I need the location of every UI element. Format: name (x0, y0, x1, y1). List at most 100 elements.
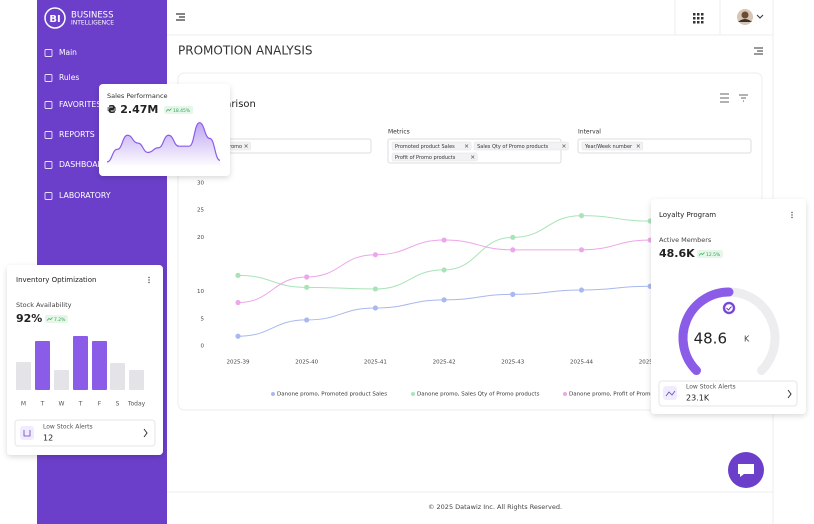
chevron (143, 428, 148, 438)
x-tick-label: S (116, 401, 120, 408)
menu-item[interactable]: Main (59, 48, 77, 57)
menu-item[interactable]: REPORTS (59, 130, 95, 139)
x-tick-label: M (21, 401, 26, 408)
menu-item[interactable]: Rules (59, 73, 79, 82)
kpi-value: 92% (16, 312, 42, 325)
point (578, 287, 585, 293)
chip-remove[interactable] (636, 144, 641, 148)
gauge-unit: K (744, 335, 750, 344)
x-tick-label: 2025-40 (295, 360, 318, 366)
point (578, 213, 585, 219)
chip-text: Promoted product Sales (395, 144, 455, 150)
bar (73, 336, 88, 390)
y-tick-label: 20 (197, 235, 204, 241)
point (510, 247, 516, 253)
page-menu-icon[interactable] (754, 47, 763, 55)
x-tick-label: T (78, 401, 83, 408)
chip (391, 152, 478, 162)
chip-text: Profit of Promo products (395, 155, 456, 161)
chip-remove[interactable] (464, 144, 469, 148)
sparkline (106, 122, 221, 163)
card-tools[interactable] (720, 93, 748, 103)
y-tick-label: 0 (201, 344, 205, 350)
point (235, 272, 241, 278)
trend-icon (165, 108, 172, 112)
more-icon[interactable] (148, 276, 150, 279)
gauge-value: 48.6 (694, 330, 727, 348)
more-icon[interactable] (148, 281, 150, 284)
logo-badge (44, 7, 66, 29)
more-icon[interactable] (148, 279, 150, 281)
menu-item[interactable]: DASHBOARD (59, 160, 109, 169)
x-tick-label: 2025-39 (227, 360, 250, 366)
x-tick-label: 2025-44 (570, 360, 593, 366)
bar (54, 370, 69, 390)
menu-item[interactable]: FAVORITES (59, 100, 101, 109)
filter-label: Interval (578, 129, 601, 136)
y-tick-label: 5 (201, 316, 205, 322)
x-tick-label: 2025-43 (501, 360, 524, 366)
logo: BI (49, 14, 60, 25)
point (304, 317, 310, 323)
point (510, 291, 516, 297)
menu-icon (44, 101, 53, 109)
trend-icon (46, 317, 53, 321)
alert-box[interactable] (14, 419, 156, 447)
legend-dot (271, 392, 275, 396)
alert-glyph (665, 390, 676, 397)
legend-label: Danone promo, Promoted product Sales (277, 392, 387, 398)
menu-icon (44, 161, 53, 169)
legend-label: Danone promo, Profit of Promo products (569, 392, 680, 398)
badge-text: 18.45% (173, 108, 191, 114)
chip-remove[interactable] (244, 144, 248, 148)
bar (110, 363, 125, 390)
alert-label: Low Stock Alerts (43, 424, 93, 431)
x-tick-label: W (59, 401, 65, 408)
badge-text: 7.2% (54, 317, 66, 323)
chip (581, 141, 644, 151)
point (372, 305, 378, 311)
x-tick-label: 2025-42 (433, 360, 456, 366)
chip-remove[interactable] (470, 155, 475, 159)
kpi-label: Stock Availability (16, 301, 72, 309)
alert-value: 12 (43, 434, 53, 443)
avatar[interactable] (737, 9, 764, 25)
alert-box[interactable] (658, 380, 798, 407)
point (441, 267, 447, 273)
card-title: Inventory Optimization (16, 276, 96, 284)
bar (92, 341, 107, 390)
point (441, 297, 447, 303)
menu-toggle[interactable] (176, 13, 185, 21)
apps-icon[interactable] (693, 13, 704, 24)
filter-label: Metrics (388, 129, 410, 136)
page-title: PROMOTION ANALYSIS (178, 44, 313, 58)
y-tick-label: 30 (197, 181, 204, 187)
footer: © 2025 Datawiz Inc. All Rights Reserved. (428, 503, 562, 511)
more-icon[interactable] (791, 216, 793, 219)
card-title: Loyalty Program (659, 211, 716, 219)
more-icon[interactable] (791, 211, 793, 214)
legend-dot (411, 392, 415, 396)
point (304, 274, 310, 280)
badge-text: 12.5% (706, 252, 721, 258)
bar (35, 341, 50, 390)
alert-value: 23.1K (686, 394, 710, 403)
chip-text: Sales Qty of Promo products (477, 144, 548, 150)
y-tick-label: 25 (197, 208, 204, 214)
menu-icon (44, 49, 53, 57)
x-tick-label: 2025-41 (364, 360, 387, 366)
gauge-check (726, 306, 732, 311)
kpi-value: ₴ 2.47M (107, 103, 158, 116)
kpi-label: Active Members (659, 236, 712, 244)
y-tick-label: 10 (197, 289, 204, 295)
badge (164, 106, 194, 114)
chat-button[interactable] (728, 452, 764, 488)
menu-item[interactable]: LABORATORY (59, 191, 111, 200)
more-icon[interactable] (791, 214, 793, 216)
point (578, 247, 585, 253)
chip-remove[interactable] (562, 144, 566, 148)
point (372, 252, 378, 258)
bar (129, 370, 144, 390)
